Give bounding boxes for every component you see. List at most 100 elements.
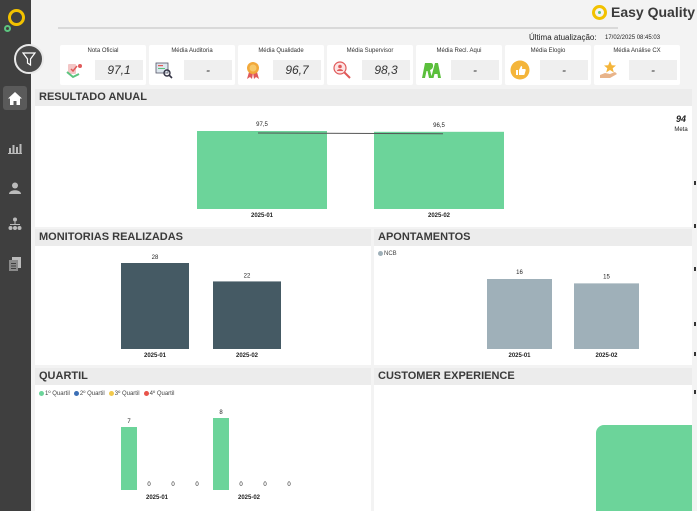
- scroll-tick: [694, 322, 696, 326]
- legend-label: NCB: [384, 251, 397, 258]
- last-update-label: Última atualização:: [529, 33, 597, 42]
- bar-value-label: 22: [244, 273, 251, 279]
- kpi-card-media-analise-cx[interactable]: Média Análise CX -: [594, 45, 680, 85]
- dashboard-main: Easy Quality Última atualização: 17/02/2…: [31, 0, 697, 511]
- org-chart-icon: [8, 217, 22, 230]
- panel-title: MONITORIAS REALIZADAS: [35, 229, 371, 246]
- bar-value-label: 0: [263, 482, 267, 488]
- nav-team[interactable]: [3, 212, 27, 236]
- panel-title: APONTAMENTOS: [374, 229, 692, 246]
- quartil-panel: QUARTIL 1º Quartil 2º Quartil 3º Quartil…: [35, 368, 371, 511]
- bar-value-label: 97,5: [256, 122, 268, 128]
- resultado-anual-panel: RESULTADO ANUAL 97,5 2025-01 96,5 2025-02 9…: [35, 89, 692, 227]
- brand-name: Easy Quality: [611, 4, 696, 20]
- nav-user[interactable]: [3, 176, 27, 200]
- kpi-card-media-qualidade[interactable]: Média Qualidade 96,7: [238, 45, 324, 85]
- customer-experience-panel: CUSTOMER EXPERIENCE: [374, 368, 692, 511]
- category-label: 2025-02: [595, 353, 618, 359]
- scroll-tick: [694, 352, 696, 356]
- meta-label: Meta: [674, 127, 688, 133]
- documents-icon: [9, 257, 21, 271]
- star-hand-icon: [600, 61, 617, 78]
- legend-dot: [108, 391, 114, 396]
- category-label: 2025-01: [146, 495, 169, 501]
- medal-icon: [247, 62, 259, 79]
- panel-title: QUARTIL: [35, 368, 371, 385]
- kpi-title: Média Análise CX: [613, 48, 661, 54]
- category-label: 2025-02: [428, 213, 451, 219]
- nav-documents[interactable]: [3, 252, 27, 276]
- monitorias-panel: MONITORIAS REALIZADAS 28 2025-01 22 2025-02: [35, 229, 371, 365]
- scroll-tick: [694, 390, 696, 394]
- legend-label: 2º Quartil: [79, 391, 105, 398]
- bar: [574, 283, 639, 349]
- kpi-card-media-auditoria[interactable]: Média Auditoria -: [149, 45, 235, 85]
- kpi-title: Média Qualidade: [258, 48, 304, 54]
- scroll-tick: [694, 267, 696, 271]
- logo-ring-icon: [8, 9, 25, 26]
- kpi-title: Média Auditoria: [171, 48, 213, 54]
- legend-dot: [143, 391, 149, 396]
- kpi-value: 97,1: [95, 60, 143, 80]
- kpi-title: Média Supervisor: [346, 48, 394, 54]
- bar: [121, 427, 137, 490]
- logo-dot-icon: [4, 25, 11, 32]
- bar-value-label: 8: [219, 410, 223, 416]
- supervisor-search-icon: [333, 61, 351, 79]
- kpi-title: Média Elogio: [530, 48, 566, 54]
- trend-line: [257, 132, 444, 135]
- legend-dot: [73, 391, 79, 396]
- bar-value-label: 0: [239, 482, 243, 488]
- bar-value-label: 16: [516, 270, 523, 276]
- kpi-value: 98,3: [362, 60, 410, 80]
- user-icon: [9, 182, 21, 194]
- meta-value: 94: [675, 114, 686, 124]
- brand-logo-icon: [592, 4, 607, 20]
- bar-value-label: 96,5: [433, 123, 445, 129]
- bar: [374, 131, 504, 209]
- bar-value-label: 0: [147, 482, 151, 488]
- kpi-value: -: [184, 60, 232, 80]
- bar-value-label: 0: [195, 482, 199, 488]
- nav-home[interactable]: [3, 86, 27, 110]
- nav-reports[interactable]: [3, 136, 27, 160]
- reclame-aqui-logo: [422, 63, 441, 78]
- category-label: 2025-02: [238, 495, 261, 501]
- bar: [487, 279, 552, 349]
- quartil-chart: 7 0 0 0 2025-01 8 0 0 0 2025-02: [121, 410, 291, 501]
- quartil-legend: 1º Quartil 2º Quartil 3º Quartil 4º Quar…: [39, 391, 175, 397]
- home-icon: [8, 91, 22, 105]
- category-label: 2025-01: [144, 353, 167, 359]
- scroll-tick: [694, 224, 696, 228]
- bar-chart-icon: [8, 144, 22, 154]
- last-update-value: 17/02/2025 08:45:03: [605, 35, 661, 41]
- kpi-card-media-elogio[interactable]: Média Elogio -: [505, 45, 591, 85]
- kpi-value: -: [540, 60, 588, 80]
- category-label: 2025-01: [251, 213, 274, 219]
- kpi-value: -: [629, 60, 677, 80]
- legend-label: 4º Quartil: [149, 391, 175, 398]
- legend-dot: [378, 251, 383, 256]
- kpi-title: Média Recl. Aqui: [436, 48, 482, 54]
- kpi-card-media-supervisor[interactable]: Média Supervisor 98,3: [327, 45, 413, 85]
- kpi-value: -: [451, 60, 499, 80]
- bar: [213, 281, 281, 349]
- kpi-card-media-recl-aqui[interactable]: Média Recl. Aqui -: [416, 45, 502, 85]
- bar: [213, 418, 229, 490]
- kpi-card-nota-oficial[interactable]: Nota Oficial 97,1: [60, 45, 146, 85]
- filter-button[interactable]: [14, 44, 44, 74]
- legend-label: 1º Quartil: [45, 391, 70, 398]
- apontamentos-chart: 16 2025-01 15 2025-02: [487, 270, 639, 359]
- bar: [197, 131, 327, 209]
- apontamentos-legend: NCB: [378, 251, 397, 257]
- filter-icon: [22, 52, 36, 66]
- bar-value-label: 28: [152, 255, 159, 261]
- sidebar: [0, 0, 31, 511]
- scroll-tick: [694, 181, 696, 185]
- thumbs-up-icon: [510, 60, 530, 80]
- kpi-title: Nota Oficial: [87, 48, 119, 54]
- legend-dot: [39, 391, 44, 396]
- panel-title: CUSTOMER EXPERIENCE: [374, 368, 692, 385]
- brand: Easy Quality: [592, 2, 695, 22]
- bar-value-label: 7: [127, 419, 131, 425]
